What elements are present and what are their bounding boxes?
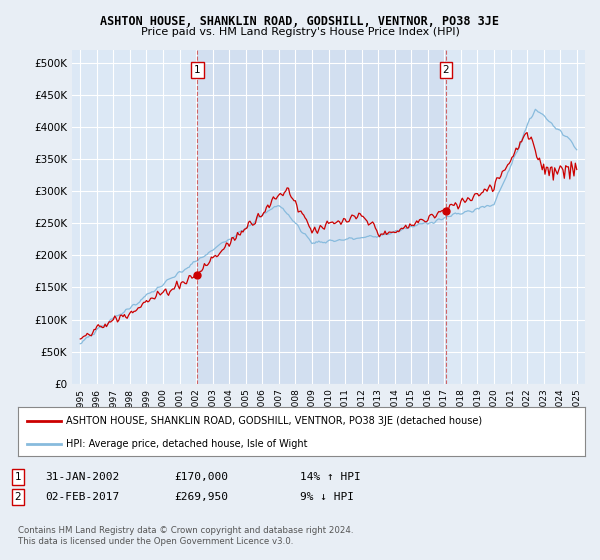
Text: 02-FEB-2017: 02-FEB-2017 [45, 492, 119, 502]
Text: 31-JAN-2002: 31-JAN-2002 [45, 472, 119, 482]
Text: 1: 1 [14, 472, 22, 482]
Text: ASHTON HOUSE, SHANKLIN ROAD, GODSHILL, VENTNOR, PO38 3JE (detached house): ASHTON HOUSE, SHANKLIN ROAD, GODSHILL, V… [66, 416, 482, 426]
Text: HPI: Average price, detached house, Isle of Wight: HPI: Average price, detached house, Isle… [66, 438, 308, 449]
Text: 9% ↓ HPI: 9% ↓ HPI [300, 492, 354, 502]
Text: £170,000: £170,000 [174, 472, 228, 482]
Text: Contains HM Land Registry data © Crown copyright and database right 2024.
This d: Contains HM Land Registry data © Crown c… [18, 526, 353, 546]
Text: 1: 1 [194, 64, 201, 74]
Text: £269,950: £269,950 [174, 492, 228, 502]
Text: ASHTON HOUSE, SHANKLIN ROAD, GODSHILL, VENTNOR, PO38 3JE: ASHTON HOUSE, SHANKLIN ROAD, GODSHILL, V… [101, 15, 499, 27]
Bar [197, 50, 446, 384]
Text: 2: 2 [443, 64, 449, 74]
Text: 2: 2 [14, 492, 22, 502]
Text: 14% ↑ HPI: 14% ↑ HPI [300, 472, 361, 482]
Text: Price paid vs. HM Land Registry's House Price Index (HPI): Price paid vs. HM Land Registry's House … [140, 27, 460, 37]
